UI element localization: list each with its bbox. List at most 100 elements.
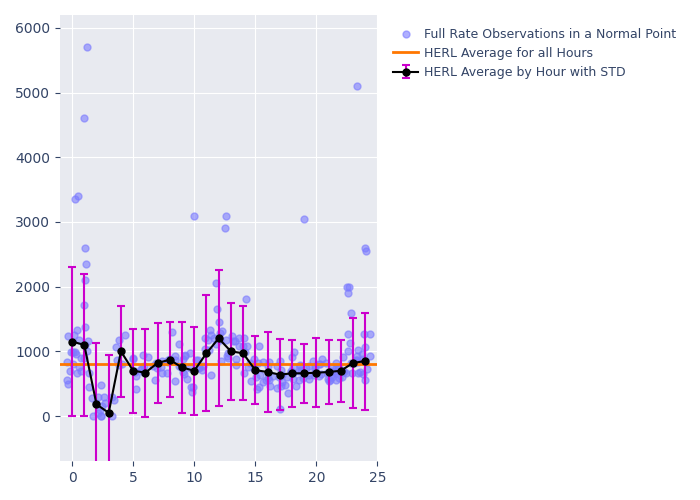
Full Rate Observations in a Normal Point: [239, 348, 251, 356]
Full Rate Observations in a Normal Point: [276, 371, 288, 379]
Full Rate Observations in a Normal Point: [267, 372, 279, 380]
Full Rate Observations in a Normal Point: [119, 332, 130, 340]
Full Rate Observations in a Normal Point: [240, 294, 251, 302]
Full Rate Observations in a Normal Point: [71, 326, 83, 334]
Full Rate Observations in a Normal Point: [69, 196, 80, 203]
Full Rate Observations in a Normal Point: [184, 364, 195, 372]
Full Rate Observations in a Normal Point: [294, 362, 305, 370]
Full Rate Observations in a Normal Point: [357, 370, 368, 378]
Full Rate Observations in a Normal Point: [71, 369, 83, 377]
Full Rate Observations in a Normal Point: [99, 393, 110, 401]
Full Rate Observations in a Normal Point: [215, 329, 226, 337]
Full Rate Observations in a Normal Point: [239, 369, 250, 377]
Full Rate Observations in a Normal Point: [220, 336, 231, 344]
Full Rate Observations in a Normal Point: [69, 348, 80, 356]
Full Rate Observations in a Normal Point: [342, 330, 354, 338]
Full Rate Observations in a Normal Point: [345, 308, 356, 316]
Full Rate Observations in a Normal Point: [314, 360, 326, 368]
Full Rate Observations in a Normal Point: [359, 376, 370, 384]
Full Rate Observations in a Normal Point: [202, 336, 214, 344]
Full Rate Observations in a Normal Point: [248, 366, 260, 374]
Full Rate Observations in a Normal Point: [193, 364, 204, 372]
Full Rate Observations in a Normal Point: [137, 368, 148, 376]
Full Rate Observations in a Normal Point: [346, 370, 357, 378]
Full Rate Observations in a Normal Point: [254, 371, 265, 379]
Full Rate Observations in a Normal Point: [276, 378, 288, 386]
Full Rate Observations in a Normal Point: [82, 347, 93, 355]
Full Rate Observations in a Normal Point: [344, 282, 355, 290]
Full Rate Observations in a Normal Point: [258, 358, 269, 366]
Full Rate Observations in a Normal Point: [326, 364, 337, 372]
Full Rate Observations in a Normal Point: [162, 356, 174, 364]
Full Rate Observations in a Normal Point: [86, 394, 97, 402]
Full Rate Observations in a Normal Point: [164, 355, 176, 363]
Full Rate Observations in a Normal Point: [360, 244, 371, 252]
Full Rate Observations in a Normal Point: [288, 368, 299, 376]
Full Rate Observations in a Normal Point: [274, 357, 286, 365]
Full Rate Observations in a Normal Point: [94, 406, 105, 414]
Full Rate Observations in a Normal Point: [227, 332, 238, 340]
Full Rate Observations in a Normal Point: [99, 398, 111, 406]
Full Rate Observations in a Normal Point: [169, 352, 181, 360]
Full Rate Observations in a Normal Point: [80, 260, 92, 268]
Full Rate Observations in a Normal Point: [286, 354, 297, 362]
Full Rate Observations in a Normal Point: [80, 341, 91, 349]
Full Rate Observations in a Normal Point: [262, 370, 274, 378]
Full Rate Observations in a Normal Point: [230, 355, 241, 363]
Full Rate Observations in a Normal Point: [358, 330, 369, 338]
Full Rate Observations in a Normal Point: [253, 342, 264, 350]
Full Rate Observations in a Normal Point: [304, 374, 315, 382]
Full Rate Observations in a Normal Point: [290, 382, 302, 390]
Full Rate Observations in a Normal Point: [74, 364, 85, 372]
Full Rate Observations in a Normal Point: [162, 369, 173, 377]
Full Rate Observations in a Normal Point: [342, 347, 354, 355]
HERL Average for all Hours: [68, 362, 76, 368]
Full Rate Observations in a Normal Point: [351, 82, 363, 90]
Full Rate Observations in a Normal Point: [92, 409, 103, 417]
Full Rate Observations in a Normal Point: [205, 370, 216, 378]
Full Rate Observations in a Normal Point: [178, 354, 189, 362]
Full Rate Observations in a Normal Point: [203, 346, 214, 354]
Full Rate Observations in a Normal Point: [364, 330, 375, 338]
Full Rate Observations in a Normal Point: [96, 402, 107, 410]
Full Rate Observations in a Normal Point: [281, 373, 293, 381]
Full Rate Observations in a Normal Point: [285, 368, 296, 376]
Full Rate Observations in a Normal Point: [130, 368, 141, 376]
Full Rate Observations in a Normal Point: [288, 362, 299, 370]
Full Rate Observations in a Normal Point: [162, 358, 174, 366]
Full Rate Observations in a Normal Point: [238, 334, 249, 342]
Full Rate Observations in a Normal Point: [95, 412, 106, 420]
Full Rate Observations in a Normal Point: [222, 352, 233, 360]
Full Rate Observations in a Normal Point: [179, 351, 190, 359]
Full Rate Observations in a Normal Point: [357, 355, 368, 363]
Full Rate Observations in a Normal Point: [84, 369, 95, 377]
Full Rate Observations in a Normal Point: [82, 336, 93, 344]
Full Rate Observations in a Normal Point: [341, 370, 352, 378]
Full Rate Observations in a Normal Point: [179, 352, 190, 360]
Full Rate Observations in a Normal Point: [299, 214, 310, 222]
Full Rate Observations in a Normal Point: [330, 376, 342, 384]
Full Rate Observations in a Normal Point: [353, 346, 364, 354]
Full Rate Observations in a Normal Point: [262, 374, 273, 382]
Full Rate Observations in a Normal Point: [88, 412, 99, 420]
Full Rate Observations in a Normal Point: [139, 362, 150, 370]
Full Rate Observations in a Normal Point: [353, 370, 364, 378]
Full Rate Observations in a Normal Point: [295, 366, 307, 374]
Full Rate Observations in a Normal Point: [330, 364, 342, 372]
Full Rate Observations in a Normal Point: [323, 374, 334, 382]
Full Rate Observations in a Normal Point: [73, 192, 84, 200]
Full Rate Observations in a Normal Point: [228, 336, 239, 344]
Full Rate Observations in a Normal Point: [193, 364, 204, 372]
Full Rate Observations in a Normal Point: [155, 363, 167, 371]
Full Rate Observations in a Normal Point: [274, 405, 286, 413]
Full Rate Observations in a Normal Point: [76, 354, 87, 362]
Full Rate Observations in a Normal Point: [211, 340, 222, 348]
Full Rate Observations in a Normal Point: [283, 389, 294, 397]
Full Rate Observations in a Normal Point: [309, 362, 321, 370]
Full Rate Observations in a Normal Point: [230, 337, 241, 345]
Full Rate Observations in a Normal Point: [78, 354, 90, 362]
Full Rate Observations in a Normal Point: [350, 356, 361, 364]
Full Rate Observations in a Normal Point: [175, 364, 186, 372]
Full Rate Observations in a Normal Point: [263, 376, 274, 384]
Full Rate Observations in a Normal Point: [275, 382, 286, 390]
